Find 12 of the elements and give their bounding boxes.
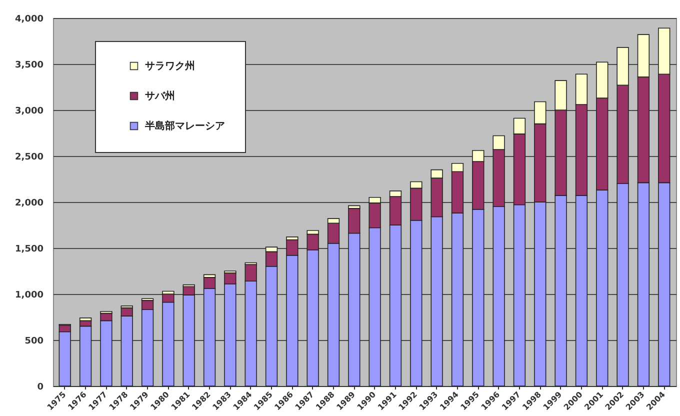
y-tick-label: 3,500 bbox=[15, 60, 44, 70]
legend-label: 半島部マレーシア bbox=[144, 120, 225, 132]
y-tick-label: 4,000 bbox=[15, 14, 44, 24]
y-tick-label: 1,000 bbox=[15, 290, 44, 300]
y-tick-label: 1,500 bbox=[15, 244, 44, 254]
y-tick-label: 0 bbox=[37, 382, 44, 392]
legend-label: サバ州 bbox=[145, 90, 175, 102]
y-tick-label: 500 bbox=[24, 336, 44, 346]
y-tick-label: 3,000 bbox=[15, 106, 44, 116]
y-tick-label: 2,500 bbox=[15, 152, 44, 162]
legend-label: サラワク州 bbox=[145, 60, 195, 72]
y-tick-label: 2,000 bbox=[15, 198, 44, 208]
